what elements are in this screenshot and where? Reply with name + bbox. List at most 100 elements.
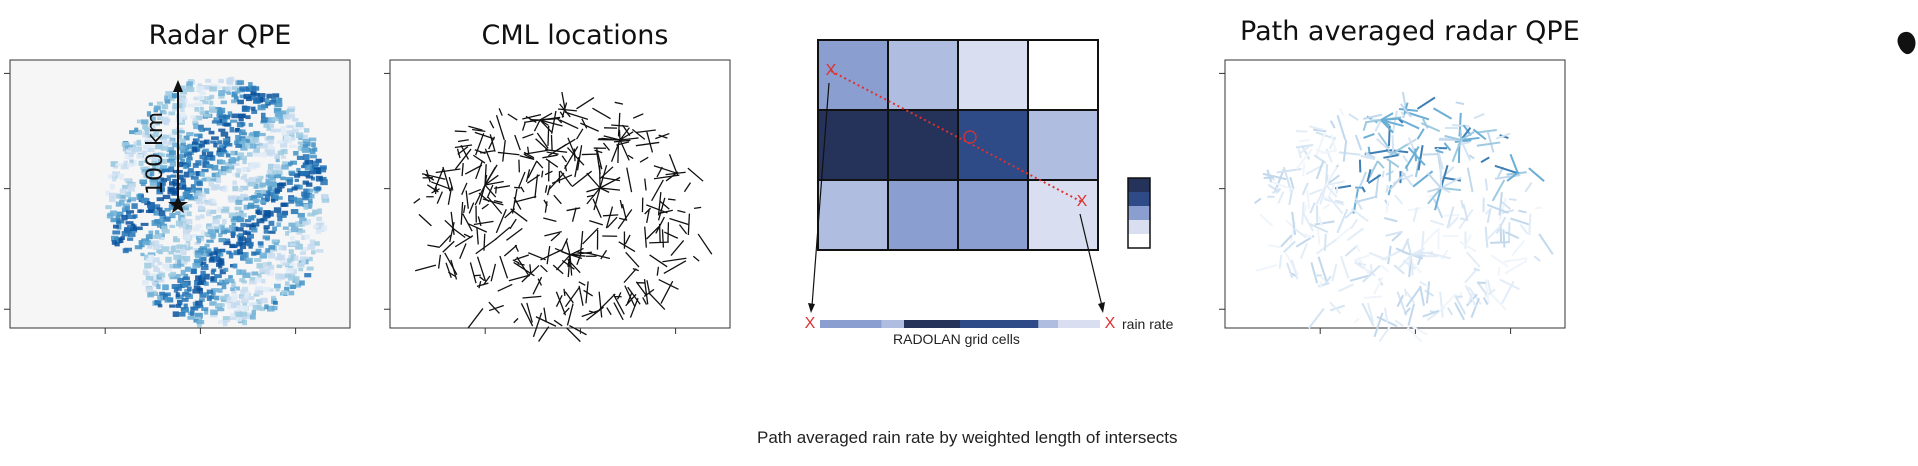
rain-pixel — [239, 196, 244, 201]
rain-pixel — [271, 118, 280, 122]
rain-pixel — [220, 186, 226, 192]
rain-pixel — [236, 214, 242, 218]
rain-pixel — [140, 252, 145, 257]
cml-link — [540, 264, 548, 273]
rain-pixel — [177, 300, 183, 306]
cml-link-rain — [1317, 256, 1328, 282]
rain-pixel — [298, 229, 306, 233]
rain-pixel — [163, 216, 171, 222]
rain-pixel — [241, 280, 247, 284]
rain-pixel — [251, 106, 256, 111]
cml-link-rain — [1315, 132, 1326, 156]
rain-pixel — [268, 139, 275, 144]
rain-pixel — [215, 262, 221, 267]
cml-link — [506, 227, 523, 241]
rain-pixel — [286, 108, 295, 113]
rain-pixel — [182, 191, 190, 198]
rain-pixel — [178, 283, 185, 289]
cml-link-rain — [1348, 113, 1359, 121]
rain-pixel — [251, 310, 256, 316]
rain-pixel — [169, 198, 178, 204]
cml-link-rain — [1417, 145, 1424, 171]
rain-pixel — [193, 96, 201, 101]
rain-pixel — [149, 170, 155, 177]
rain-pixel — [299, 124, 305, 130]
rain-pixel — [196, 85, 205, 92]
rain-pixel — [241, 299, 249, 304]
rain-pixel — [296, 132, 304, 139]
cml-link-rain — [1339, 107, 1345, 117]
cml-link-rain — [1383, 154, 1399, 159]
rain-pixel — [181, 309, 189, 313]
rain-pixel — [267, 253, 276, 259]
rain-pixel — [281, 149, 288, 155]
rain-pixel — [127, 162, 134, 168]
cml-link — [436, 191, 443, 204]
rain-pixel — [264, 304, 269, 310]
rain-pixel — [302, 246, 308, 252]
rain-pixel — [309, 193, 315, 199]
rain-pixel — [195, 250, 203, 255]
rain-pixel — [198, 194, 204, 200]
cml-link-rain — [1325, 174, 1340, 186]
rain-pixel — [237, 123, 242, 128]
path-bar-segment — [904, 320, 960, 328]
rain-pixel — [273, 107, 282, 114]
cml-link — [627, 154, 634, 160]
rain-pixel — [240, 185, 249, 191]
rain-pixel — [192, 117, 198, 122]
rain-pixel — [199, 140, 208, 145]
rain-pixel — [264, 250, 272, 255]
cml-link-rain — [1373, 276, 1384, 295]
rain-pixel — [203, 160, 210, 165]
rain-pixel — [198, 280, 207, 285]
rain-pixel — [138, 240, 144, 245]
rain-pixel — [248, 280, 257, 285]
rain-pixel — [227, 164, 235, 170]
rain-pixel — [224, 229, 231, 233]
rain-pixel — [144, 140, 153, 144]
cml-link-rain — [1325, 180, 1345, 186]
cml-link — [431, 181, 454, 191]
rain-pixel — [231, 113, 239, 119]
legend-swatch — [1128, 220, 1150, 234]
cml-link — [450, 259, 458, 280]
rain-pixel — [203, 127, 211, 131]
rain-pixel — [272, 239, 278, 245]
rain-pixel — [273, 174, 282, 179]
rain-pixel — [162, 111, 168, 115]
rain-pixel — [211, 268, 217, 272]
cml-link-rain — [1342, 139, 1348, 162]
rain-pixel — [270, 128, 277, 133]
cml-link — [619, 199, 623, 209]
rain-pixel — [203, 176, 211, 182]
rain-pixel — [191, 234, 198, 238]
rain-pixel — [149, 179, 158, 186]
rain-pixel — [180, 250, 187, 256]
rain-pixel — [312, 147, 318, 152]
cml-link — [540, 249, 563, 261]
rain-pixel — [199, 106, 204, 113]
cml-link — [468, 125, 483, 131]
rain-pixel — [321, 198, 330, 203]
rain-pixel — [144, 262, 152, 269]
cml-link — [662, 257, 687, 263]
rain-pixel — [300, 170, 308, 176]
rain-pixel — [137, 209, 142, 213]
rain-pixel — [245, 219, 252, 223]
rain-pixel — [176, 287, 182, 291]
path-end-marker: X — [1077, 193, 1088, 210]
rain-pixel — [161, 168, 170, 173]
cml-link — [617, 112, 621, 137]
cml-link-rain — [1405, 286, 1422, 308]
rain-pixel — [206, 151, 214, 157]
rain-pixel — [185, 294, 194, 299]
cml-link-rain — [1422, 309, 1440, 318]
rain-pixel — [152, 240, 160, 247]
cml-link — [619, 131, 634, 141]
rain-pixel — [158, 152, 163, 157]
cml-link — [569, 247, 584, 256]
rain-pixel — [196, 237, 202, 244]
cml-link — [457, 146, 469, 155]
rain-pixel — [209, 232, 217, 238]
